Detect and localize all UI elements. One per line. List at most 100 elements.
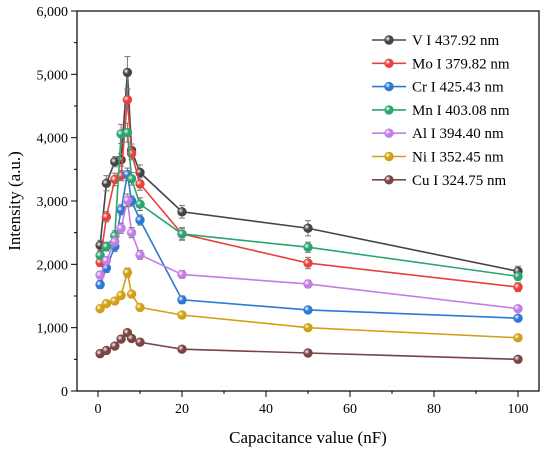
data-point [101, 298, 112, 309]
legend-item: Ni I 352.45 nm [372, 150, 504, 166]
y-tick-label: 6,000 [37, 5, 69, 20]
x-tick-label: 0 [95, 402, 102, 417]
y-tick-label: 4,000 [37, 132, 69, 147]
data-point [303, 242, 313, 252]
data-point [126, 227, 137, 238]
legend-swatch-marker [384, 105, 394, 115]
data-point [513, 354, 523, 365]
data-point [116, 334, 126, 344]
data-point [177, 344, 187, 354]
data-point [110, 236, 120, 247]
legend: V I 437.92 nm Mo I 379.82 nm Cr I 425.43 n… [372, 33, 510, 189]
data-point [126, 333, 137, 344]
data-point [122, 195, 133, 206]
data-point [177, 207, 187, 217]
data-point [101, 212, 112, 222]
series-line [99, 174, 519, 319]
legend-label: Al I 394.40 nm [412, 126, 504, 142]
series-line [99, 200, 519, 310]
data-point [101, 255, 112, 266]
x-axis-ticks: 0 20 40 60 80 100 [95, 391, 529, 417]
data-point [110, 296, 120, 306]
y-tick-label: 1,000 [37, 322, 69, 337]
series-line [99, 99, 519, 288]
legend-label: Cu I 324.75 nm [412, 173, 507, 189]
data-point [303, 305, 313, 315]
series-2 [95, 167, 523, 323]
data-point [135, 250, 145, 260]
x-tick-label: 100 [508, 402, 529, 417]
data-point [116, 290, 126, 301]
data-point [101, 178, 112, 188]
x-axis-label: Capacitance value (nF) [229, 428, 387, 447]
data-point [122, 267, 133, 278]
data-point [95, 250, 105, 261]
y-tick-label: 2,000 [37, 258, 69, 273]
legend-label: Cr I 425.43 nm [412, 80, 504, 96]
legend-swatch-marker [384, 151, 394, 162]
data-point [177, 229, 187, 239]
legend-label: Mn I 403.08 nm [412, 103, 510, 119]
data-point [177, 269, 187, 280]
x-tick-label: 80 [427, 402, 441, 417]
data-point [303, 258, 313, 268]
data-point [110, 341, 120, 351]
data-point [513, 271, 523, 282]
y-tick-label: 3,000 [37, 195, 69, 210]
legend-item: Mn I 403.08 nm [372, 103, 510, 119]
data-point [513, 333, 523, 343]
data-point [303, 322, 313, 333]
y-axis-label: Intensity (a.u.) [5, 151, 24, 251]
x-tick-label: 60 [343, 402, 357, 417]
x-tick-label: 40 [259, 402, 273, 417]
data-point [303, 279, 313, 289]
data-point [101, 241, 112, 252]
data-point [126, 174, 137, 184]
data-point [513, 303, 523, 314]
data-point [101, 345, 112, 356]
legend-swatch-marker [384, 81, 394, 92]
legend-item: Al I 394.40 nm [372, 126, 504, 142]
data-point [135, 199, 145, 209]
data-point [177, 310, 187, 320]
data-point [303, 223, 313, 233]
data-point [135, 179, 145, 189]
y-tick-label: 0 [61, 385, 68, 400]
data-point [135, 215, 145, 225]
series-6 [95, 328, 523, 365]
legend-item: Cr I 425.43 nm [372, 80, 504, 96]
legend-swatch-marker [384, 35, 394, 45]
legend-swatch-marker [384, 175, 394, 185]
data-point [95, 303, 105, 314]
data-point [126, 289, 137, 299]
legend-label: V I 437.92 nm [412, 33, 500, 49]
legend-label: Mo I 379.82 nm [412, 56, 510, 72]
data-point [135, 337, 145, 347]
series-5 [95, 267, 523, 343]
series-line [99, 72, 519, 273]
x-tick-label: 20 [175, 402, 189, 417]
series-layer [95, 56, 523, 365]
legend-swatch-marker [384, 58, 394, 69]
legend-label: Ni I 352.45 nm [412, 150, 504, 166]
data-point [95, 270, 105, 280]
data-point [122, 67, 133, 78]
legend-item: V I 437.92 nm [372, 33, 500, 49]
data-point [177, 295, 187, 305]
data-point [116, 223, 126, 233]
data-point [135, 302, 145, 313]
data-point [513, 282, 523, 292]
data-point [303, 348, 313, 358]
legend-swatch-marker [384, 128, 394, 138]
y-axis-ticks: 0 1,000 2,000 3,000 4,000 5,000 6,000 [37, 5, 77, 400]
data-point [95, 279, 105, 290]
data-point [116, 155, 126, 165]
series-4 [95, 193, 523, 314]
y-tick-label: 5,000 [37, 68, 69, 83]
legend-item: Mo I 379.82 nm [372, 56, 510, 72]
data-point [122, 94, 133, 105]
data-point [513, 313, 523, 323]
legend-item: Cu I 324.75 nm [372, 173, 507, 189]
data-point [122, 127, 133, 138]
